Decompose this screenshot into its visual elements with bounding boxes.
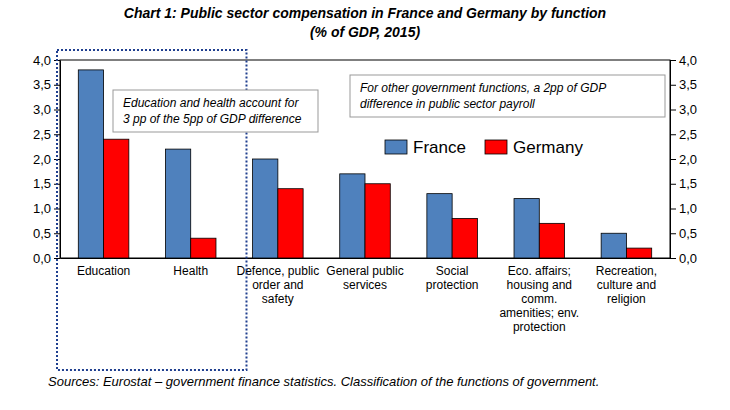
annotation: Education and health account for3 pp of …	[113, 90, 318, 132]
x-tick-label: Education	[77, 264, 130, 278]
y2-tick: 4,0	[670, 53, 697, 68]
y2-tick-label: 3,5	[679, 77, 697, 92]
subtitle: (% of GDP, 2015)	[310, 24, 421, 40]
bar	[340, 174, 365, 258]
y2-tick-mark	[670, 110, 676, 111]
y-tick: 3,0	[33, 102, 60, 117]
x-tick-label: Eco. affairs;housing andcomm.amenities; …	[499, 264, 579, 334]
y-tick-mark	[54, 110, 60, 111]
y2-tick: 1,5	[670, 176, 697, 191]
y-tick-label: 3,5	[33, 77, 51, 92]
y2-tick-label: 1,0	[679, 201, 697, 216]
y2-tick-mark	[670, 184, 676, 185]
y2-tick-label: 1,5	[679, 176, 697, 191]
y-tick: 0,0	[33, 251, 60, 266]
annotation-box	[350, 75, 665, 117]
annotation: For other government functions, a 2pp of…	[350, 75, 665, 117]
y2-tick: 2,5	[670, 127, 697, 142]
y2-tick-mark	[670, 209, 676, 210]
y-tick-mark	[54, 233, 60, 234]
source: Sources: Eurostat – government finance s…	[48, 374, 599, 389]
x-axis-line	[61, 258, 671, 259]
title: Chart 1: Public sector compensation in F…	[124, 5, 606, 21]
y-tick-label: 2,5	[33, 127, 51, 142]
bar	[278, 189, 303, 258]
legend-label: Germany	[513, 138, 583, 157]
y2-tick: 2,0	[670, 152, 697, 167]
x-tick: Education	[77, 264, 130, 278]
y-tick: 2,0	[33, 152, 60, 167]
y2-tick-mark	[670, 134, 676, 135]
x-tick: Socialprotection	[426, 264, 479, 292]
bar	[452, 218, 477, 258]
y2-tick-mark	[670, 85, 676, 86]
y-axis-line	[60, 61, 61, 259]
annotation-text: Education and health account for3 pp of …	[123, 96, 302, 126]
annotation-box	[113, 90, 318, 132]
x-tick-label: Defence, publicorder andsafety	[236, 264, 319, 306]
y2-tick: 3,5	[670, 77, 697, 92]
y-tick: 0,5	[33, 226, 60, 241]
y-tick-label: 0,0	[33, 251, 51, 266]
y-tick: 2,5	[33, 127, 60, 142]
x-tick-label: Health	[173, 264, 208, 278]
legend-item: Germany	[485, 138, 583, 157]
y2-tick-mark	[670, 159, 676, 160]
y-tick-label: 3,0	[33, 102, 51, 117]
y-tick-label: 1,0	[33, 201, 51, 216]
x-tick-label: General publicservices	[326, 264, 403, 292]
plot: 0,0 0,5 1,0 1,5 2,0 2,5 3,0 3,5 4,0 0,0 0,5 1,0 1,5 2…	[33, 53, 697, 334]
x-axis: Education Health Defence, publicorder ands…	[61, 259, 671, 334]
y2-tick-label: 2,0	[679, 152, 697, 167]
bar	[539, 223, 564, 258]
y2-tick-label: 0,0	[679, 251, 697, 266]
x-tick: Recreation,culture andreligion	[596, 264, 657, 306]
x-tick: Defence, publicorder andsafety	[236, 264, 319, 306]
legend-item: France	[385, 138, 466, 157]
x-tick-label: Socialprotection	[426, 264, 479, 292]
y2-tick-label: 3,0	[679, 102, 697, 117]
y-tick-label: 4,0	[33, 53, 51, 68]
y2-axis: 0,0 0,5 1,0 1,5 2,0 2,5 3,0 3,5 4,0	[670, 53, 697, 266]
bar	[427, 194, 452, 258]
y2-tick: 1,0	[670, 201, 697, 216]
bar	[191, 238, 216, 258]
y2-tick: 0,5	[670, 226, 697, 241]
y2-tick-label: 0,5	[679, 226, 697, 241]
x-tick: Eco. affairs;housing andcomm.amenities; …	[499, 264, 579, 334]
bar	[514, 199, 539, 258]
y-tick: 1,5	[33, 176, 60, 191]
plot-frame	[60, 60, 670, 258]
annotation-text: For other government functions, a 2pp of…	[360, 81, 606, 111]
y2-tick-mark	[670, 233, 676, 234]
y-tick-mark	[54, 258, 60, 259]
x-tick: General publicservices	[326, 264, 403, 292]
legend: France Germany	[385, 138, 583, 157]
bar	[601, 233, 626, 258]
bar	[253, 159, 278, 258]
bar	[365, 184, 390, 258]
y-tick: 3,5	[33, 77, 60, 92]
y2-tick-label: 4,0	[679, 53, 697, 68]
legend-swatch	[485, 140, 507, 154]
bar	[78, 70, 103, 258]
chart: Chart 1: Public sector compensation in F…	[0, 0, 730, 410]
x-tick-label: Recreation,culture andreligion	[596, 264, 657, 306]
legend-label: France	[413, 138, 466, 157]
x-tick: Health	[173, 264, 208, 278]
y-tick: 4,0	[33, 53, 60, 68]
y2-tick: 0,0	[670, 251, 697, 266]
y-tick-label: 1,5	[33, 176, 51, 191]
y-tick: 1,0	[33, 201, 60, 216]
y2-tick-label: 2,5	[679, 127, 697, 142]
legend-swatch	[385, 140, 407, 154]
bar	[104, 139, 129, 258]
y2-tick-mark	[670, 60, 676, 61]
bar	[626, 248, 651, 258]
y-tick-label: 0,5	[33, 226, 51, 241]
y2-tick-mark	[670, 258, 676, 259]
y-tick-label: 2,0	[33, 152, 51, 167]
bar	[165, 149, 190, 258]
y2-tick: 3,0	[670, 102, 697, 117]
